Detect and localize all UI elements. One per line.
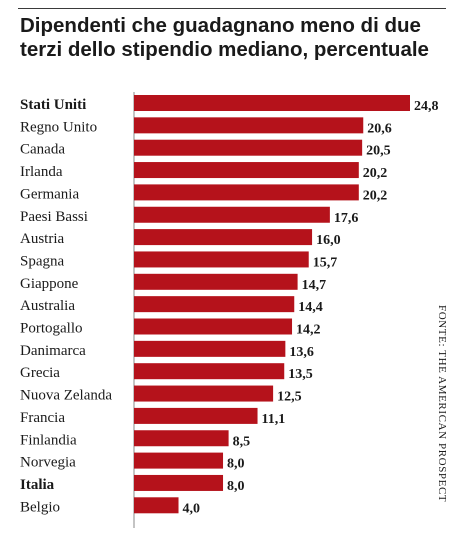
- value-label: 14,2: [296, 323, 321, 338]
- category-label: Irlanda: [20, 164, 63, 180]
- value-label: 24,8: [414, 99, 439, 114]
- bar-australia: [134, 296, 295, 313]
- category-label: Danimarca: [20, 343, 86, 359]
- bar-spagna: [134, 251, 309, 268]
- bar-austria: [134, 229, 313, 246]
- bar-germania: [134, 184, 359, 201]
- bar-francia: [134, 407, 258, 424]
- bar-regno-unito: [134, 117, 364, 134]
- category-label: Francia: [20, 410, 65, 426]
- value-label: 17,6: [334, 211, 359, 226]
- value-label: 8,0: [227, 479, 245, 494]
- bar-norvegia: [134, 452, 224, 469]
- category-label: Giappone: [20, 276, 79, 292]
- top-rule: [18, 8, 446, 9]
- value-label: 8,0: [227, 457, 245, 472]
- value-label: 20,2: [363, 188, 388, 203]
- bar-stati-uniti: [134, 95, 410, 111]
- category-label: Spagna: [20, 253, 65, 269]
- category-label: Nuova Zelanda: [20, 388, 112, 404]
- category-label: Grecia: [20, 365, 60, 381]
- category-label: Italia: [20, 477, 55, 493]
- value-label: 14,7: [302, 278, 327, 293]
- bar-giappone: [134, 273, 298, 290]
- category-label: Norvegia: [20, 455, 76, 471]
- value-label: 8,5: [233, 434, 251, 449]
- category-label: Portogallo: [20, 321, 83, 337]
- category-label: Stati Uniti: [20, 97, 86, 113]
- bar-finlandia: [134, 430, 229, 447]
- bar-danimarca: [134, 340, 286, 357]
- source-note: FONTE: THE AMERICAN PROSPECT: [436, 305, 448, 503]
- value-label: 20,6: [367, 121, 392, 136]
- bar-portogallo: [134, 318, 293, 335]
- category-label: Austria: [20, 231, 65, 247]
- category-label: Paesi Bassi: [20, 209, 88, 225]
- value-label: 20,2: [363, 166, 388, 181]
- bar-grecia: [134, 363, 285, 380]
- bar-belgio: [134, 497, 179, 514]
- category-label: Finlandia: [20, 432, 77, 448]
- category-label: Australia: [20, 298, 75, 314]
- category-label: Belgio: [20, 499, 60, 515]
- bar-italia: [134, 474, 224, 491]
- category-label: Germania: [20, 186, 79, 202]
- value-label: 16,0: [316, 233, 341, 248]
- value-label: 13,6: [289, 345, 314, 360]
- bar-canada: [134, 139, 363, 156]
- category-label: Canada: [20, 142, 65, 158]
- value-label: 14,4: [298, 300, 323, 315]
- chart-title: Dipendenti che guadagnano meno di due te…: [20, 14, 429, 61]
- value-label: 20,5: [366, 144, 391, 159]
- value-label: 11,1: [262, 412, 286, 427]
- bar-nuova-zelanda: [134, 385, 274, 402]
- category-label: Regno Unito: [20, 119, 97, 135]
- value-label: 4,0: [183, 501, 201, 516]
- bar-paesi-bassi: [134, 206, 330, 223]
- value-label: 12,5: [277, 390, 302, 405]
- value-label: 13,5: [288, 367, 313, 382]
- value-label: 15,7: [313, 255, 338, 270]
- bar-irlanda: [134, 162, 359, 179]
